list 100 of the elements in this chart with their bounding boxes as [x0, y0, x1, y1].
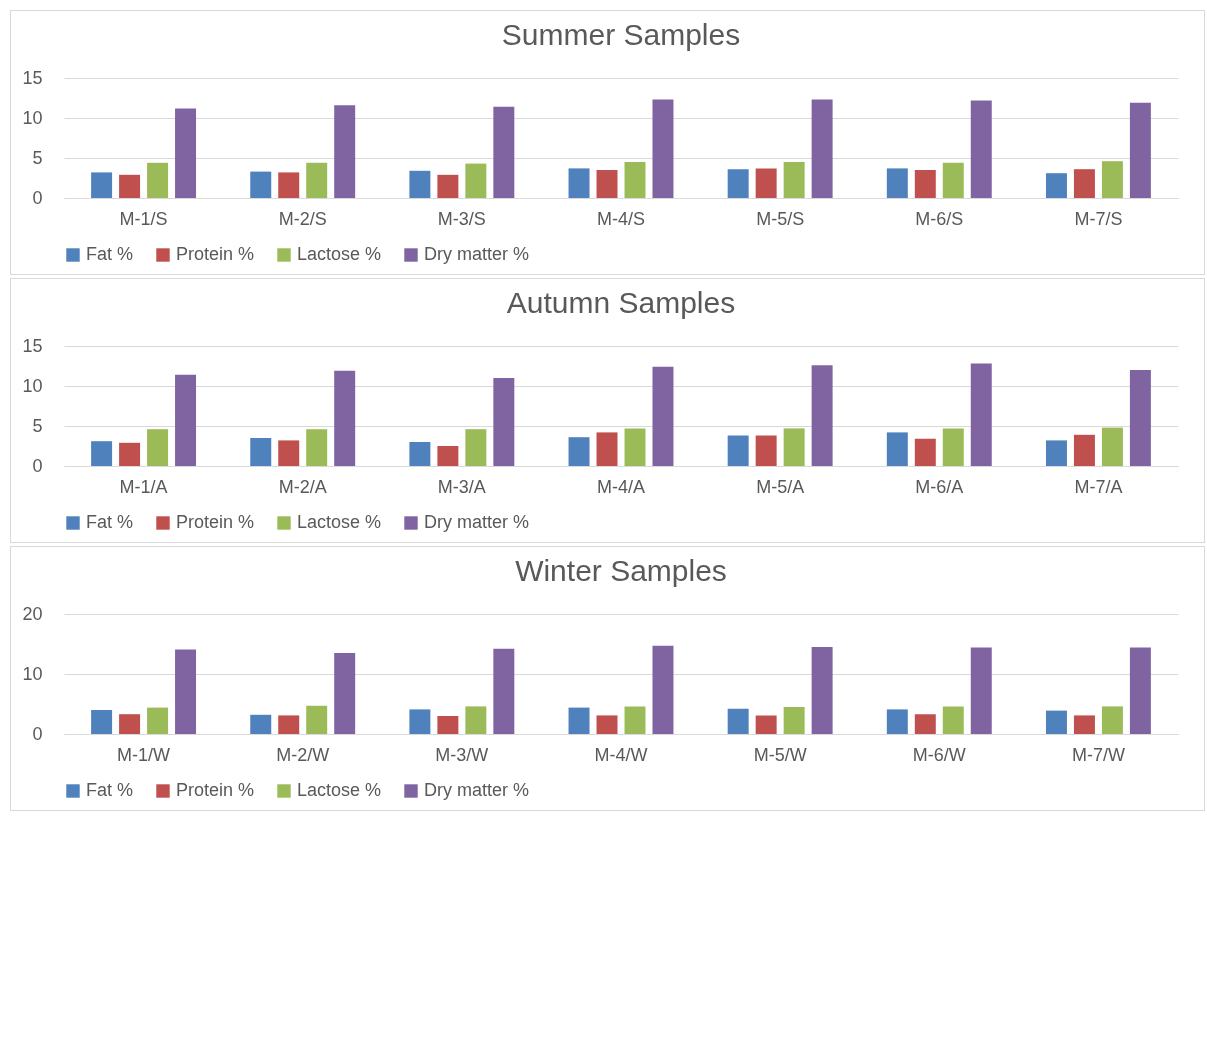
bar	[147, 707, 169, 734]
bar	[306, 705, 328, 734]
bar	[1045, 710, 1067, 734]
bar	[147, 429, 169, 466]
bar	[1101, 427, 1123, 466]
x-tick-label: M-5/S	[756, 208, 805, 229]
bar	[306, 429, 328, 466]
bar	[970, 363, 992, 466]
bar	[175, 649, 197, 734]
bar	[755, 435, 777, 466]
bar	[886, 432, 908, 466]
bar	[624, 162, 646, 198]
y-tick-label: 0	[32, 723, 43, 744]
bar	[568, 168, 590, 198]
bar	[306, 162, 328, 198]
chart-title: Autumn Samples	[506, 286, 736, 319]
x-tick-label: M-6/A	[915, 476, 964, 497]
y-tick-label: 10	[22, 663, 43, 684]
bar	[783, 707, 805, 734]
bar	[91, 441, 113, 466]
legend-label: Lactose %	[297, 512, 382, 532]
bar	[1129, 370, 1151, 466]
bar	[811, 99, 833, 198]
x-tick-label: M-2/S	[278, 208, 327, 229]
x-tick-label: M-6/S	[915, 208, 964, 229]
bar	[465, 163, 487, 198]
bar	[1129, 647, 1151, 734]
x-tick-label: M-7/S	[1074, 208, 1123, 229]
x-tick-label: M-4/A	[596, 476, 646, 497]
legend-label: Lactose %	[297, 244, 382, 264]
bar	[278, 172, 300, 198]
bar	[970, 647, 992, 734]
y-tick-label: 10	[22, 107, 43, 128]
y-tick-label: 10	[22, 375, 43, 396]
bar	[942, 162, 964, 198]
bar	[755, 168, 777, 198]
legend-label: Lactose %	[297, 780, 382, 800]
y-tick-label: 5	[32, 147, 43, 168]
bar	[250, 714, 272, 734]
y-tick-label: 15	[22, 335, 43, 356]
bar	[1101, 161, 1123, 198]
bar	[334, 653, 356, 734]
x-tick-label: M-7/A	[1074, 476, 1123, 497]
x-tick-label: M-2/A	[278, 476, 327, 497]
bar	[175, 108, 197, 198]
x-tick-label: M-1/S	[119, 208, 168, 229]
bar	[278, 440, 300, 466]
x-tick-label: M-3/W	[435, 744, 489, 765]
bar	[755, 715, 777, 734]
bar	[409, 442, 431, 466]
bar	[465, 706, 487, 734]
bar	[652, 366, 674, 466]
x-tick-label: M-6/W	[912, 744, 966, 765]
bar	[334, 370, 356, 466]
x-tick-label: M-4/W	[594, 744, 648, 765]
bar	[727, 708, 749, 734]
y-tick-label: 15	[22, 67, 43, 88]
bar	[437, 446, 459, 466]
bar	[783, 428, 805, 466]
legend-label: Fat %	[86, 512, 134, 532]
bar	[493, 378, 515, 466]
bar	[596, 432, 618, 466]
x-tick-label: M-1/A	[119, 476, 168, 497]
bar	[493, 648, 515, 734]
bar	[119, 442, 141, 466]
y-tick-label: 0	[32, 187, 43, 208]
bar	[914, 714, 936, 734]
bar	[727, 435, 749, 466]
bar	[914, 438, 936, 466]
bar	[942, 428, 964, 466]
chart-title: Summer Samples	[501, 18, 741, 51]
bar	[334, 105, 356, 198]
legend-label: Fat %	[86, 244, 134, 264]
bar	[596, 170, 618, 198]
legend-label: Protein %	[176, 244, 255, 264]
x-tick-label: M-5/A	[756, 476, 805, 497]
bar	[278, 715, 300, 734]
bar	[1101, 706, 1123, 734]
bar	[409, 170, 431, 198]
bar	[652, 645, 674, 734]
bar	[1073, 715, 1095, 734]
x-tick-label: M-2/W	[276, 744, 330, 765]
bar	[568, 707, 590, 734]
bar	[1129, 102, 1151, 198]
bar	[1045, 173, 1067, 198]
bar	[409, 709, 431, 734]
legend-label: Dry matter %	[424, 780, 530, 800]
legend-label: Fat %	[86, 780, 134, 800]
x-tick-label: M-4/S	[596, 208, 646, 229]
bar	[886, 709, 908, 734]
bar	[624, 428, 646, 466]
x-tick-label: M-1/W	[117, 744, 171, 765]
bar	[596, 715, 618, 734]
bar	[942, 706, 964, 734]
bar	[493, 106, 515, 198]
bar	[437, 174, 459, 198]
legend-label: Dry matter %	[424, 244, 530, 264]
bar	[811, 647, 833, 734]
y-tick-label: 20	[22, 603, 43, 624]
x-tick-label: M-5/W	[753, 744, 807, 765]
